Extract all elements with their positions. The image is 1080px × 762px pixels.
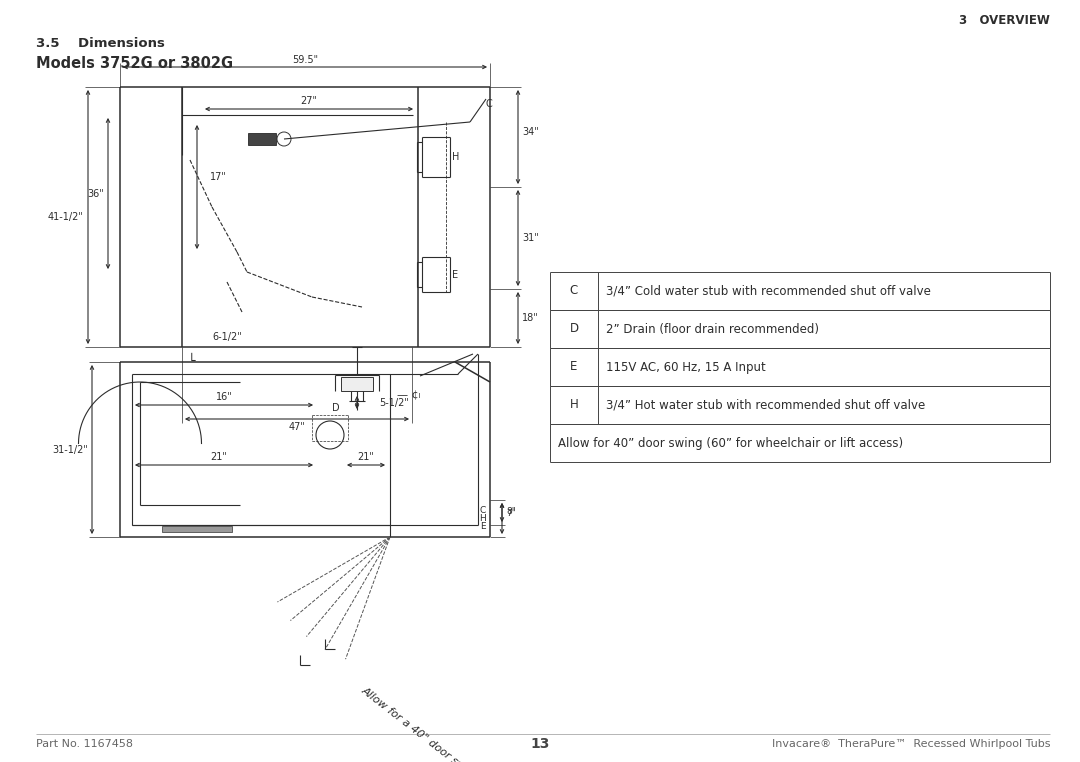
Bar (162, 526, 232, 532)
Text: 31": 31" (522, 233, 539, 243)
Text: 59.5": 59.5" (292, 55, 319, 65)
Text: Models 3752G or 3802G: Models 3752G or 3802G (36, 56, 233, 71)
Text: C: C (480, 506, 486, 515)
Text: 34": 34" (522, 127, 539, 137)
Text: H: H (480, 514, 486, 523)
Text: 3/4” Hot water stub with recommended shut off valve: 3/4” Hot water stub with recommended shu… (606, 399, 926, 411)
Text: 36": 36" (87, 189, 104, 199)
Text: 21": 21" (357, 452, 375, 462)
Text: E: E (453, 270, 458, 280)
Text: 18": 18" (522, 313, 539, 323)
Text: 2” Drain (floor drain recommended): 2” Drain (floor drain recommended) (606, 322, 819, 335)
Text: 5-1/2": 5-1/2" (379, 398, 409, 408)
Text: 21": 21" (211, 452, 228, 462)
Text: 13: 13 (530, 737, 550, 751)
Text: 17": 17" (210, 172, 227, 182)
Text: C: C (570, 284, 578, 297)
Text: D: D (569, 322, 579, 335)
Text: Allow for a 40" door swing: Allow for a 40" door swing (360, 685, 482, 762)
Text: E: E (570, 360, 578, 373)
Text: C: C (486, 99, 492, 109)
Text: 3.5    Dimensions: 3.5 Dimensions (36, 37, 165, 50)
Text: 8": 8" (507, 507, 516, 516)
Text: — ¢ₗ: — ¢ₗ (397, 390, 420, 400)
Text: └: └ (188, 355, 195, 368)
Text: Invacare®  TheraPure™  Recessed Whirlpool Tubs: Invacare® TheraPure™ Recessed Whirlpool … (771, 739, 1050, 749)
Text: 115V AC, 60 Hz, 15 A Input: 115V AC, 60 Hz, 15 A Input (606, 360, 766, 373)
Text: 6-1/2": 6-1/2" (212, 332, 242, 342)
Text: 41-1/2": 41-1/2" (48, 212, 83, 222)
Text: 3   OVERVIEW: 3 OVERVIEW (959, 14, 1050, 27)
Text: 3/4” Cold water stub with recommended shut off valve: 3/4” Cold water stub with recommended sh… (606, 284, 931, 297)
Text: 16": 16" (216, 392, 232, 402)
Text: D: D (332, 403, 339, 413)
Text: H: H (569, 399, 579, 411)
Text: 7": 7" (507, 508, 516, 517)
Bar (341, 377, 373, 391)
Text: 47": 47" (288, 422, 306, 432)
Bar (248, 133, 276, 145)
Text: H: H (453, 152, 459, 162)
Text: E: E (481, 522, 486, 531)
Text: Part No. 1167458: Part No. 1167458 (36, 739, 133, 749)
Text: Allow for 40” door swing (60” for wheelchair or lift access): Allow for 40” door swing (60” for wheelc… (558, 437, 903, 450)
Text: 27": 27" (300, 96, 318, 106)
Text: 31-1/2": 31-1/2" (52, 445, 87, 455)
